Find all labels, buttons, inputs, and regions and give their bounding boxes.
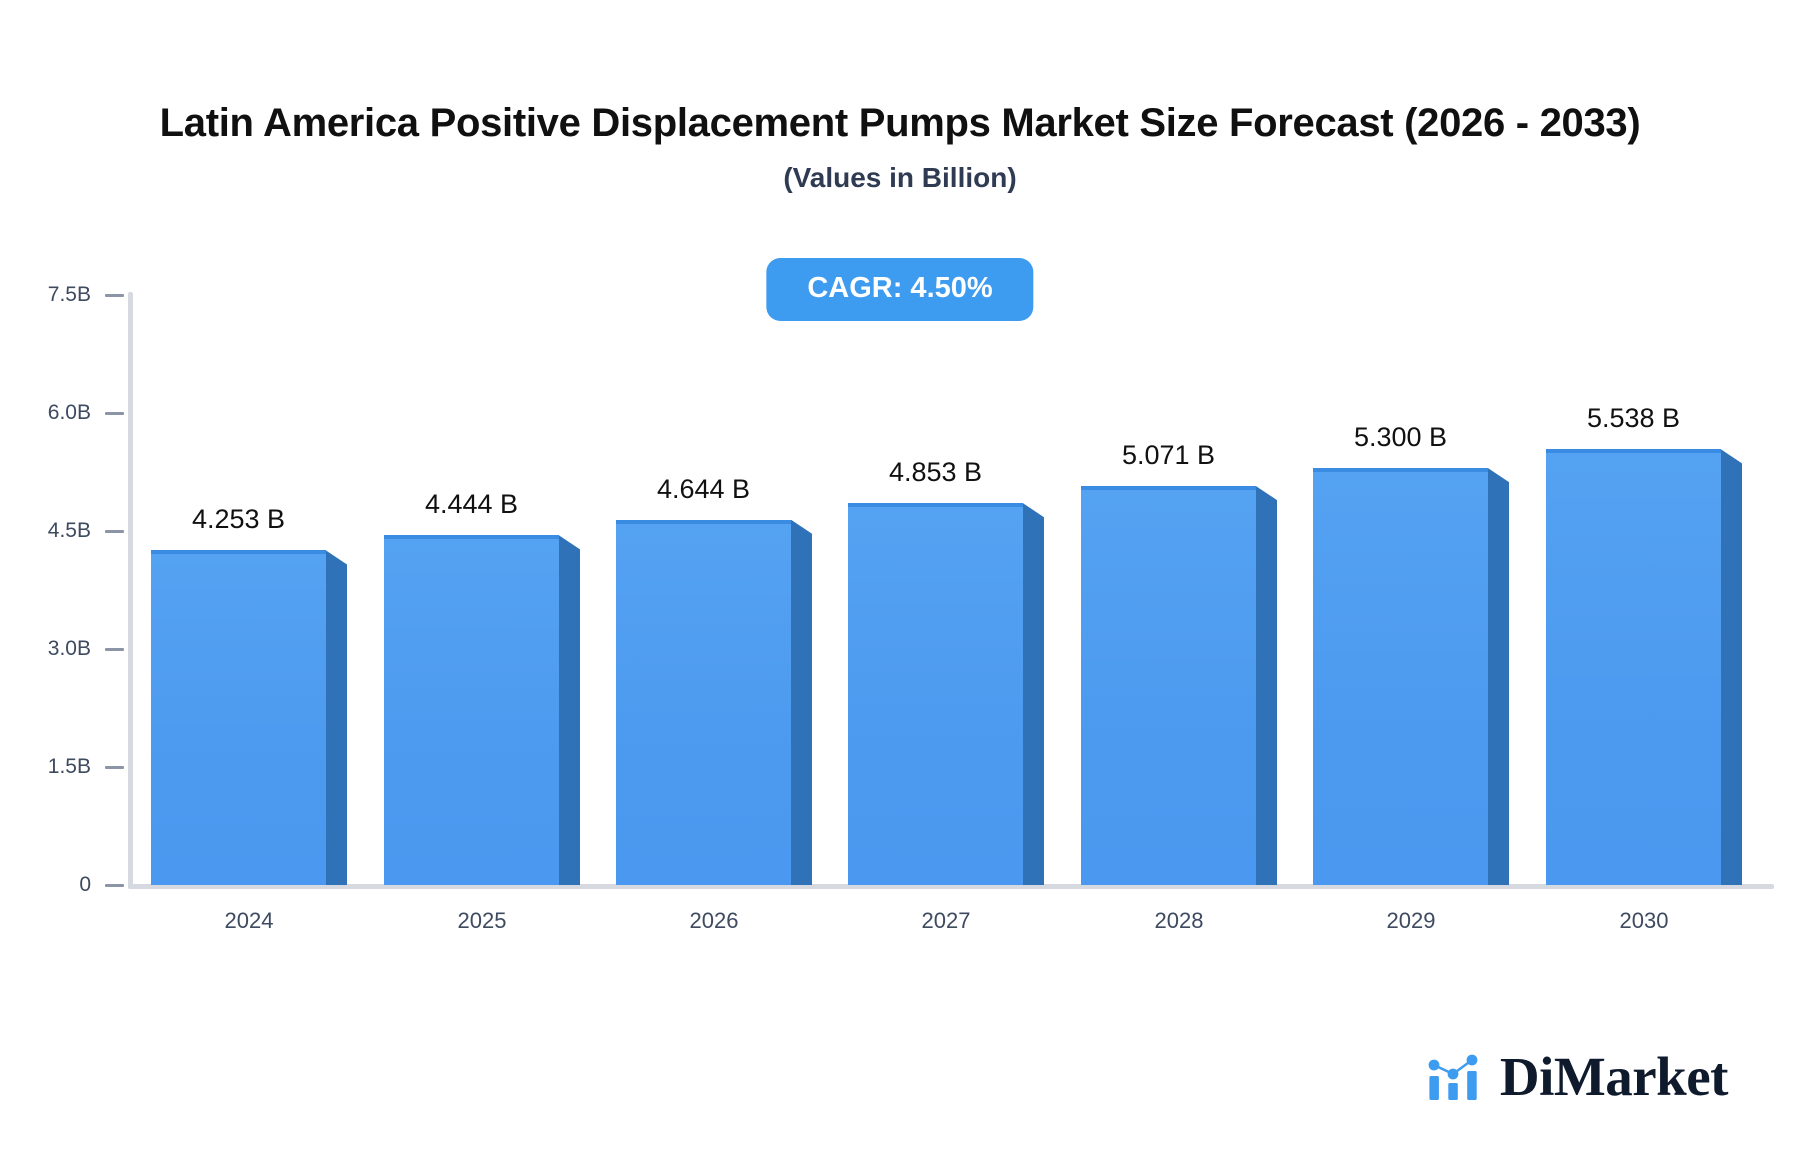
x-axis-label-2025: 2025 (457, 908, 507, 933)
y-axis-tick-mark (105, 647, 124, 651)
chart-subtitle: (Values in Billion) (783, 162, 1017, 193)
y-axis-tick-mark (105, 765, 124, 769)
bar-side-face (1721, 449, 1742, 885)
x-axis-label-2029: 2029 (1386, 908, 1436, 933)
bar-top-edge (848, 503, 1023, 508)
bar-top-edge (151, 550, 326, 555)
cagr-badge: CAGR: 4.50% (766, 258, 1034, 321)
y-axis-tick-label: 6.0B (47, 401, 91, 424)
bar-2026[interactable] (616, 519, 812, 885)
y-axis-tick: 3.0B (0, 637, 124, 660)
bar-face (848, 503, 1023, 885)
bar-2029[interactable] (1313, 468, 1509, 885)
bar-value-label: 4.853 B (888, 457, 983, 488)
y-axis-tick-label: 3.0B (47, 637, 91, 660)
bar-value-label: 4.644 B (656, 473, 751, 504)
y-axis-tick: 0 (0, 873, 124, 896)
bar-face (1546, 449, 1721, 885)
bar-side-face (1023, 503, 1044, 885)
bar-side-face (326, 550, 347, 885)
bar-chart-icon (1428, 1054, 1478, 1100)
bar-face (151, 550, 326, 885)
y-axis-tick: 1.5B (0, 755, 124, 778)
bar-side-face (1256, 486, 1277, 885)
page-title: Latin America Positive Displacement Pump… (159, 101, 1641, 145)
y-axis-tick: 7.5B (0, 283, 124, 306)
y-axis-tick-mark (105, 529, 124, 533)
y-axis-tick-mark (105, 883, 124, 887)
bar-top-edge (384, 535, 559, 540)
y-axis-tick-mark (105, 411, 124, 415)
bar-value-label: 5.300 B (1353, 422, 1448, 453)
x-axis-label-2028: 2028 (1154, 908, 1204, 933)
bar-top-edge (1546, 449, 1721, 454)
bar-value-label: 4.444 B (424, 489, 519, 520)
bar-value-label: 5.538 B (1586, 403, 1681, 434)
y-axis-tick-label: 0 (79, 873, 91, 896)
bar-side-face (559, 535, 580, 885)
bar-face (616, 519, 791, 885)
bar-face (384, 535, 559, 885)
x-axis-label-2024: 2024 (224, 908, 274, 933)
bar-2025[interactable] (384, 535, 580, 885)
bar-top-edge (1081, 486, 1256, 491)
y-axis-tick-mark (105, 293, 124, 297)
y-axis-tick-label: 4.5B (47, 519, 91, 542)
bar-top-edge (1313, 468, 1488, 473)
brand-logo: DiMarket (1428, 1046, 1729, 1107)
bar-face (1081, 486, 1256, 885)
y-axis-tick: 4.5B (0, 519, 124, 542)
x-axis-label-2030: 2030 (1619, 908, 1669, 933)
x-axis-line (128, 884, 1774, 889)
bar-2024[interactable] (151, 550, 347, 885)
title-block: Latin America Positive Displacement Pump… (0, 100, 1800, 194)
bar-face (1313, 468, 1488, 885)
bar-2030[interactable] (1546, 449, 1742, 885)
y-axis-tick-label: 1.5B (47, 755, 91, 778)
x-axis-label-2027: 2027 (921, 908, 971, 933)
bar-side-face (1488, 468, 1509, 885)
bar-top-edge (616, 519, 791, 524)
bar-side-face (791, 519, 812, 885)
bar-2028[interactable] (1081, 486, 1277, 885)
bar-value-label: 5.071 B (1121, 440, 1216, 471)
bar-2027[interactable] (848, 503, 1044, 885)
logo-text: DiMarket (1499, 1046, 1729, 1107)
bar-value-label: 4.253 B (191, 504, 286, 535)
y-axis-tick: 6.0B (0, 401, 124, 424)
x-axis-label-2026: 2026 (689, 908, 739, 933)
y-axis-tick-label: 7.5B (47, 283, 91, 306)
y-axis-line (128, 292, 133, 889)
